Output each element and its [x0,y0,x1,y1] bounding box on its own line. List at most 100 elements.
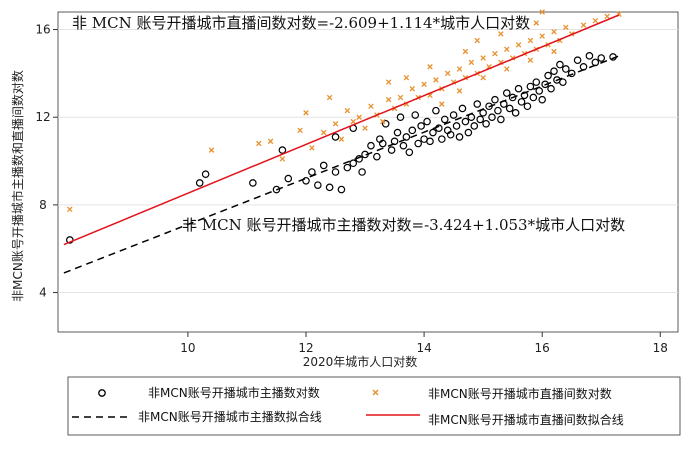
point-x [279,156,286,162]
point-circle [423,117,431,126]
point-circle [511,109,520,117]
point-circle [517,98,526,106]
point-x [208,147,215,153]
point-x [468,59,475,66]
point-x [539,33,545,39]
point-circle [470,122,479,130]
point-circle [452,122,461,130]
point-x [551,28,557,35]
point-x [498,31,504,37]
point-circle [514,84,523,93]
point-circle [464,128,473,137]
point-x [539,9,545,15]
point-x [444,70,451,77]
point-circle [449,111,458,119]
point-circle [488,113,496,122]
y-tick-label: 16 [35,23,50,37]
point-circle [585,52,594,60]
point-x [456,66,463,72]
point-circle [567,69,576,78]
point-circle [532,78,541,86]
point-x [356,114,362,120]
point-circle [272,185,281,194]
point-circle [508,93,517,102]
point-circle [559,78,567,86]
point-circle [408,126,417,135]
point-circle [402,133,411,141]
point-x [527,37,534,44]
x-tick-label: 10 [180,341,195,355]
point-circle [461,117,470,126]
point-circle [455,133,464,141]
point-x [474,37,480,44]
point-x [592,18,599,24]
y-tick-label: 8 [39,198,47,212]
point-circle [399,141,408,150]
point-circle [331,133,340,141]
point-circle [302,176,310,185]
point-x [350,118,356,125]
point-circle [440,115,449,124]
point-x [256,140,262,147]
point-circle [597,54,606,62]
point-x [385,79,392,85]
point-circle [505,104,514,113]
point-circle [482,119,490,128]
point-circle [393,128,402,137]
point-circle [381,119,390,128]
legend-label-streamers: 非MCN账号开播城市主播数对数 [148,385,320,400]
point-circle [367,141,375,150]
point-circle [544,71,552,80]
point-x [303,110,309,116]
point-circle [476,115,484,124]
point-x [409,85,416,92]
point-circle [491,95,499,104]
point-circle [373,152,381,161]
point-circle [378,139,387,148]
point-circle [446,130,455,139]
point-circle [325,183,334,192]
point-circle [349,159,358,168]
fit-line-streamers [63,55,620,274]
point-x [515,42,522,48]
legend: 非MCN账号开播城市主播数对数 非MCN账号开播城市直播间数对数 非MCN账号开… [67,376,681,436]
point-circle [390,137,399,146]
point-x [380,118,386,125]
point-circle [195,179,204,187]
y-tick-label: 4 [39,286,47,300]
point-circle [494,106,502,115]
point-x [480,55,486,61]
point-x [504,66,510,72]
point-circle [529,93,538,102]
point-x [527,57,534,63]
point-circle [201,170,210,178]
point-x [267,138,274,145]
x-tick-label: 18 [653,341,668,355]
point-circle [538,95,546,104]
legend-box [67,376,681,436]
point-circle [358,168,366,176]
point-x [427,64,433,70]
point-circle [438,135,446,143]
point-x [67,206,73,213]
point-x [309,145,315,151]
equation-livestream-rooms: 非 MCN 账号开播城市直播间数对数=-2.609+1.114*城市人口对数 [72,14,530,32]
equation-streamers: 非 MCN 账号开播城市主播数对数=-3.424+1.053*城市人口对数 [182,216,625,234]
point-x [320,129,327,136]
point-circle [432,106,440,115]
y-axis-label: 非MCN账号开播城市主播数和直播间数对数 [10,70,25,302]
fit-lines [63,14,620,274]
point-x [604,13,610,20]
point-x [385,96,392,103]
point-circle [284,174,293,183]
point-x [326,94,333,101]
fit-line-rooms [63,14,620,246]
point-circle [550,67,558,75]
point-x [580,22,587,28]
point-circle [396,113,405,122]
point-x [551,48,557,55]
point-circle [573,56,582,65]
point-circle [337,185,346,194]
legend-label-rooms: 非MCN账号开播城市直播间数对数 [428,386,612,401]
